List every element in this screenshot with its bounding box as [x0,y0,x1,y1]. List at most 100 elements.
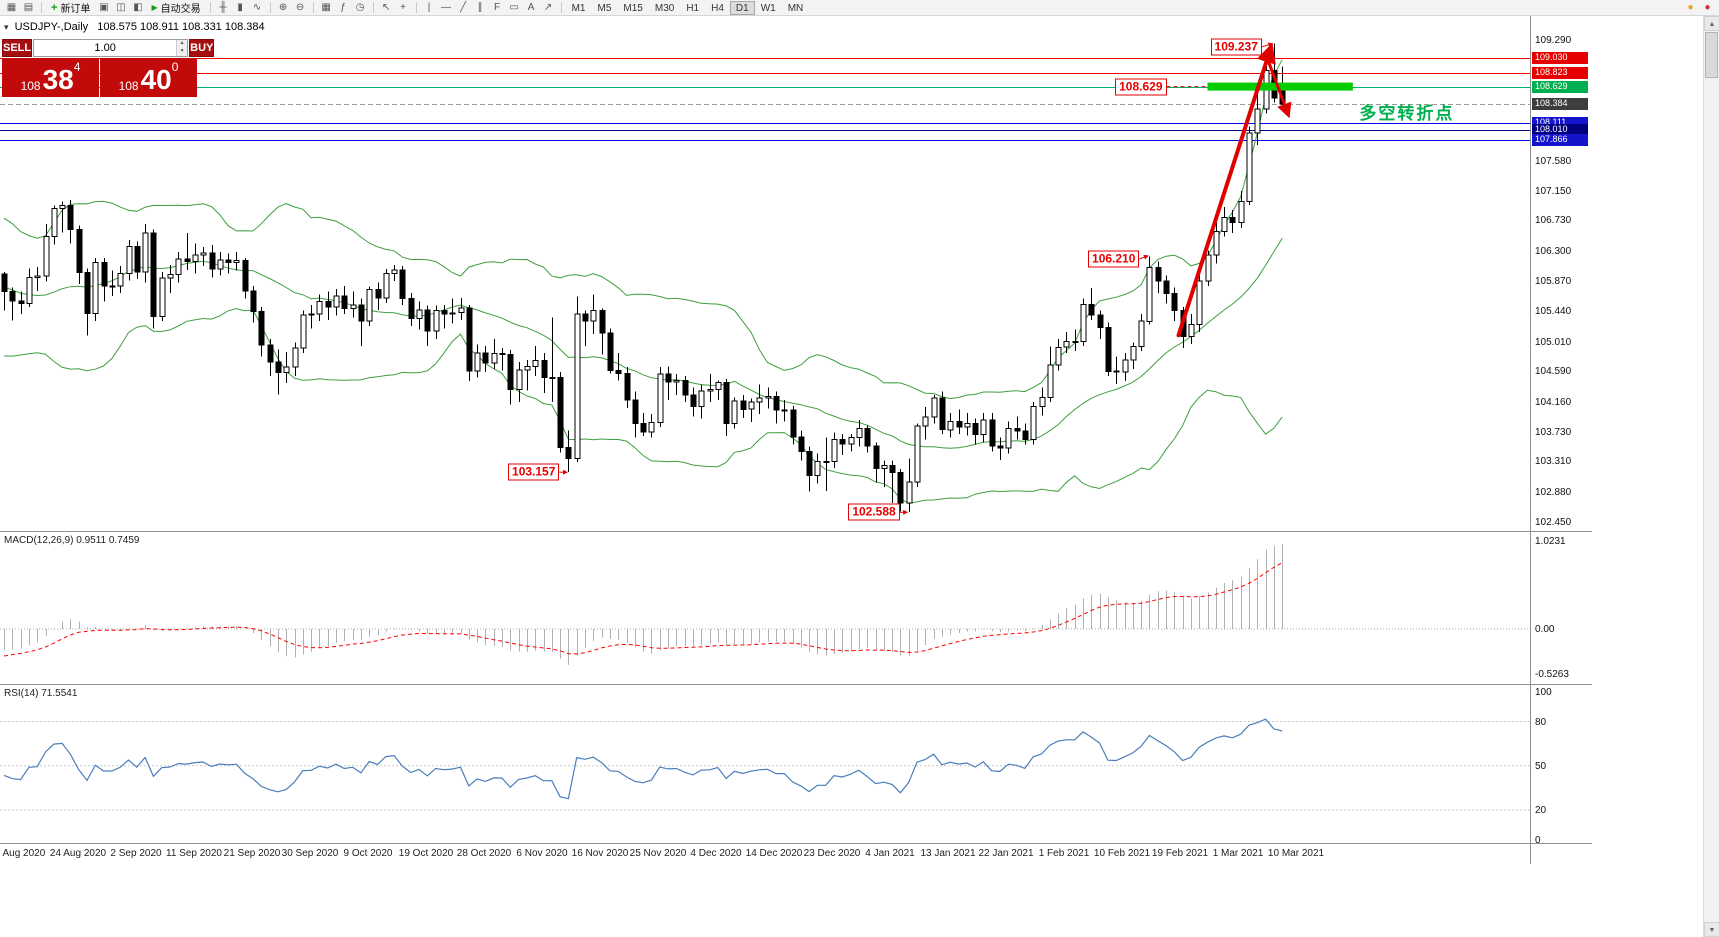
price-tag: 107.866 [1532,134,1588,146]
callout-leader [1261,42,1274,48]
scroll-thumb[interactable] [1705,32,1718,78]
candlestick-chart-icon[interactable]: ▮ [237,2,243,13]
community-icon[interactable]: ● [1687,2,1694,13]
price-scale-label: 107.150 [1535,186,1572,197]
buy-price[interactable]: 108 40 0 [100,58,197,97]
line-chart-icon[interactable]: ∿ [252,2,262,13]
price-chart-plot[interactable] [0,16,1530,531]
candles [1,43,1286,513]
macd-signal-line [3,562,1283,657]
scroll-up-button[interactable]: ▲ [1704,16,1719,31]
symbol-period-label: USDJPY-,Daily [14,21,89,33]
price-scale[interactable]: 109.290 107.580 107.150 106.730 106.300 105.8… [1532,16,1590,864]
vertical-line-icon[interactable]: | [427,2,431,13]
rsi-scale-label: 20 [1535,805,1547,816]
arrow-tool-icon[interactable]: ↗ [543,2,553,13]
bollinger-band [3,308,1283,504]
whats-new-icon[interactable]: ● [1704,2,1711,13]
date-label: 4 Aug 2020 [0,848,46,859]
toolbar-tools-group: ╫ ▮ ∿ ⊕ ⊖ ▦ ƒ ◷ ↖ + | — ╱ ∥ F ▭ A ↗ [206,1,566,15]
scale-border [1530,16,1531,864]
buy-button[interactable]: BUY [189,39,215,57]
rsi-scale-label: 80 [1535,717,1547,728]
price-tag: 108.629 [1532,81,1588,93]
horizontal-line-icon[interactable]: — [441,2,452,13]
cursor-icon[interactable]: ↖ [381,2,391,13]
macd-panel[interactable] [0,532,1530,684]
price-scale-label: 105.440 [1535,306,1572,317]
date-label: 4 Dec 2020 [690,848,742,859]
channel-icon[interactable]: ∥ [477,2,483,13]
support-zone-highlight [1207,82,1353,91]
date-label: 13 Jan 2021 [920,848,976,859]
sell-price[interactable]: 108 38 4 [2,58,99,97]
new-chart-icon[interactable]: ▦ [6,2,17,13]
chart-title: ▾ USDJPY-,Daily 108.575 108.911 108.331 … [4,21,265,33]
toolbar-separator [415,2,417,13]
scroll-down-button[interactable]: ▼ [1704,922,1719,937]
price-scale-label: 105.870 [1535,276,1572,287]
new-order-button[interactable]: + 新订单 [46,1,95,16]
zoom-in-icon[interactable]: ⊕ [278,2,288,13]
autotrading-button[interactable]: ▶ 自动交易 [146,1,205,15]
trendline-icon[interactable]: ╱ [460,2,467,13]
play-icon: ▶ [151,3,158,12]
timeframe-m30[interactable]: M30 [654,2,675,14]
date-label: 11 Sep 2020 [166,848,222,859]
date-label: 19 Oct 2020 [398,848,454,859]
price-scale-label: 109.290 [1535,35,1572,46]
buy-price-small: 108 [118,79,139,93]
volume-down-button[interactable]: ▼ [177,48,188,56]
timeframe-m1[interactable]: M1 [571,2,586,14]
timeframe-h1[interactable]: H1 [686,2,700,14]
date-label: 10 Feb 2021 [1093,848,1151,859]
fibonacci-icon[interactable]: F [494,2,501,13]
panel-separator[interactable] [0,531,1592,532]
tile-windows-icon[interactable]: ▦ [321,2,331,13]
macd-scale-label: -0.5263 [1535,669,1569,680]
timeframe-d1[interactable]: D1 [729,0,755,15]
toolbar-left-group: ▦ ▤ [3,1,37,15]
one-click-panel-toggle[interactable]: ▾ [4,22,9,32]
shapes-icon[interactable]: ▭ [509,2,519,13]
rsi-label: RSI(14) 71.5541 [4,688,78,699]
price-scale-label: 103.310 [1535,456,1572,467]
timeframe-m15[interactable]: M15 [623,2,643,14]
rsi-panel[interactable] [0,685,1530,843]
data-window-icon[interactable]: ◫ [116,2,126,13]
navigator-icon[interactable]: ◧ [133,2,143,13]
vertical-scrollbar[interactable]: ▲ ▼ [1703,16,1719,937]
timeframe-w1[interactable]: W1 [760,2,776,14]
crosshair-icon[interactable]: + [400,2,407,13]
sell-button[interactable]: SELL [2,39,33,57]
indicators-icon[interactable]: ƒ [340,2,346,13]
sell-price-big: 38 [42,64,74,95]
callout-leader [1139,254,1149,260]
toolbar-separator [312,2,314,13]
periods-icon[interactable]: ◷ [355,2,365,13]
volume-input[interactable] [34,40,177,56]
price-scale-label: 102.880 [1535,487,1572,498]
date-label: 22 Jan 2021 [978,848,1034,859]
toolbar: ▦ ▤ + 新订单 ▣ ◫ ◧ ▶ 自动交易 ╫ ▮ ∿ ⊕ ⊖ ▦ ƒ ◷ ↖ + | — ╱ ∥ F ▭ A ↗ M… [0,0,1719,16]
buy-price-big: 40 [140,64,172,95]
date-label: 2 Sep 2020 [110,848,162,859]
price-tag: 108.010 [1532,124,1588,136]
date-label: 6 Nov 2020 [516,848,568,859]
date-label: 19 Feb 2021 [1151,848,1209,859]
panel-separator[interactable] [0,684,1592,685]
bar-chart-icon[interactable]: ╫ [219,2,227,13]
timeframe-h4[interactable]: H4 [711,2,724,14]
profiles-icon[interactable]: ▤ [23,2,34,13]
zoom-out-icon[interactable]: ⊖ [295,2,305,13]
timeframe-m5[interactable]: M5 [597,2,612,14]
text-icon[interactable]: A [527,2,535,13]
volume-up-button[interactable]: ▲ [177,40,188,48]
timeframe-mn[interactable]: MN [787,2,804,14]
market-watch-icon[interactable]: ▣ [99,2,109,13]
toolbar-panels-group: ▣ ◫ ◧ [95,1,146,15]
new-order-label: 新订单 [60,4,91,15]
